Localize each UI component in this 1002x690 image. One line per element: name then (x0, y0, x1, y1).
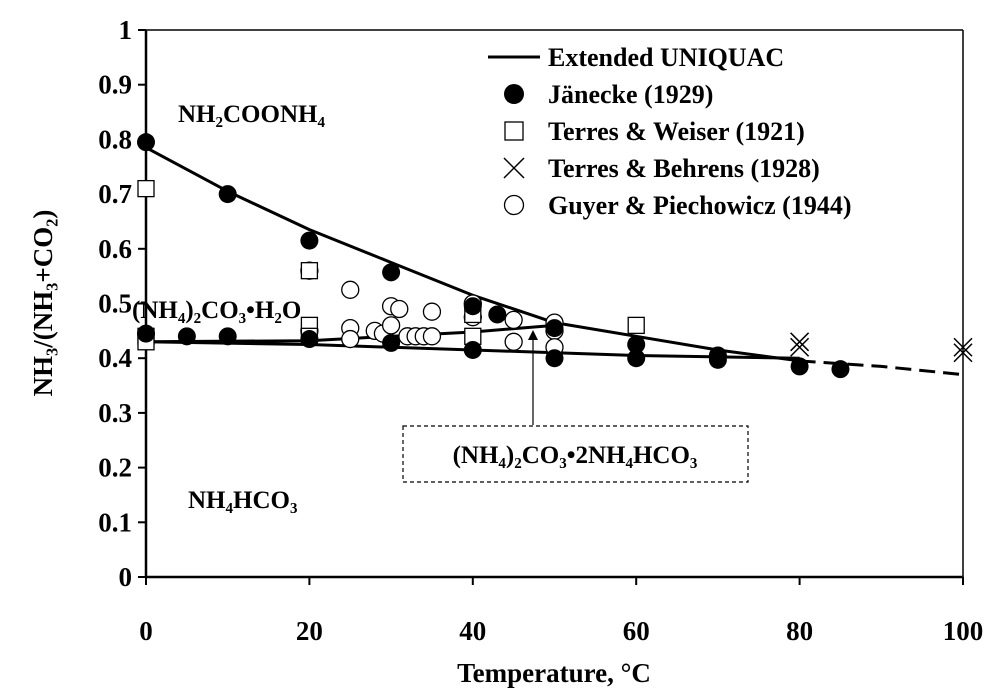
double-salt-pointer-arrowhead (528, 330, 538, 340)
data-points (137, 133, 973, 379)
y-axis-title: NH₃/(NH₃+CO₂) (28, 210, 58, 397)
data-point-filled-circle (463, 340, 482, 359)
data-point-x-mark (953, 337, 973, 357)
legend-label: Terres & Weiser (1921) (548, 117, 805, 146)
data-point-open-circle (341, 329, 360, 349)
x-tick-label: 40 (459, 616, 486, 646)
data-point-x-mark (790, 337, 810, 357)
y-tick-label: 0 (119, 562, 133, 592)
data-point-filled-circle (545, 319, 564, 338)
y-tick-label: 0.3 (98, 398, 132, 428)
data-point-open-circle (390, 299, 409, 319)
y-tick-label: 0.4 (98, 343, 132, 373)
x-axis-title: Temperature, °C (457, 658, 651, 688)
x-mark-stroke (790, 337, 810, 357)
x-tick-label: 20 (296, 616, 323, 646)
data-point-filled-circle (218, 327, 237, 346)
data-point-filled-circle (300, 330, 319, 349)
legend-marker (504, 121, 524, 141)
legend-label: Terres & Behrens (1928) (548, 154, 820, 183)
model-line (799, 359, 964, 377)
data-point-open-circle (422, 327, 442, 346)
data-point-filled-circle (137, 133, 155, 152)
data-point-filled-circle (488, 305, 507, 324)
data-point-x-mark (790, 332, 810, 352)
legend: Extended UNIQUAC Jänecke (1929) Terres & W… (488, 43, 852, 220)
y-tick-label: 1 (119, 15, 133, 45)
data-point-filled-circle (790, 357, 809, 376)
data-point-filled-circle (831, 360, 850, 379)
data-point-filled-circle (708, 350, 727, 369)
data-point-open-square (627, 316, 645, 335)
legend-marker (503, 157, 525, 179)
legend-label: Guyer & Piechowicz (1944) (548, 191, 852, 220)
region-label-carbamate: NH₂COONH₄ (178, 101, 325, 128)
data-point-open-square (300, 262, 319, 280)
data-point-x-mark (953, 343, 973, 363)
data-point-open-circle (341, 280, 360, 299)
y-tick-label: 0.5 (98, 289, 132, 319)
x-tick-label: 0 (139, 616, 153, 646)
y-tick-label: 0.8 (98, 124, 132, 154)
data-point-filled-circle (177, 327, 196, 346)
data-point-filled-circle (627, 349, 646, 368)
data-point-filled-circle (218, 185, 237, 204)
legend-marker (503, 194, 525, 216)
data-point-filled-circle (463, 297, 482, 316)
x-tick-label: 80 (786, 616, 813, 646)
ticks: 0 0.1 0.2 0.3 0.4 0.5 0.6 0.7 0.8 0.9 1 0 20 40 60 80 10… (98, 15, 983, 646)
double-salt-label-box (402, 425, 749, 483)
data-point-filled-circle (300, 231, 319, 250)
legend-label: Extended UNIQUAC (548, 43, 784, 72)
y-tick-label: 0.1 (98, 507, 132, 537)
y-tick-label: 0.7 (98, 179, 132, 209)
data-point-filled-circle (545, 349, 564, 368)
data-point-open-circle (381, 316, 401, 335)
data-point-filled-circle (627, 335, 646, 354)
model-line (145, 146, 800, 363)
data-point-open-circle (504, 332, 523, 351)
region-label-carbonate-hydrate: (NH₄)₂CO₃•H₂O (132, 297, 301, 324)
x-mark-stroke (503, 157, 525, 179)
data-point-filled-circle (137, 324, 155, 343)
legend-marker (504, 84, 524, 104)
x-mark-stroke (790, 332, 810, 352)
legend-label: Jänecke (1929) (548, 80, 713, 109)
region-label-bicarbonate: NH₄HCO₃ (188, 487, 297, 514)
x-tick-label: 60 (623, 616, 650, 646)
data-point-filled-circle (382, 263, 401, 282)
x-mark-stroke (953, 343, 973, 363)
data-point-filled-circle (382, 333, 401, 352)
data-point-open-circle (504, 310, 523, 330)
x-tick-label: 100 (943, 616, 984, 646)
y-tick-label: 0.2 (98, 453, 132, 483)
x-mark-stroke (953, 337, 973, 357)
region-label-double-salt: (NH₄)₂CO₃•2NH₄HCO₃ (453, 442, 698, 469)
data-point-open-square (137, 179, 155, 198)
y-tick-label: 0.9 (98, 70, 132, 100)
y-tick-label: 0.6 (98, 234, 132, 264)
data-point-open-circle (422, 302, 442, 321)
